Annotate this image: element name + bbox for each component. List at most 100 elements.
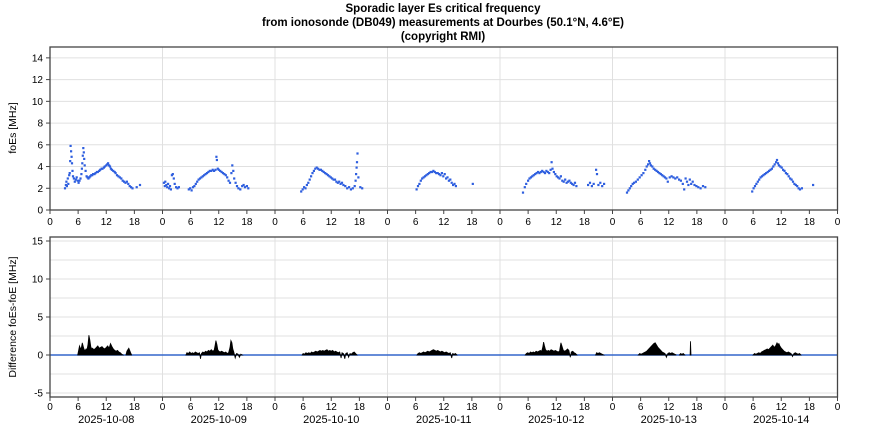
scatter-point (634, 180, 637, 183)
x-tick-label: 18 (241, 217, 253, 228)
scatter-point (592, 182, 595, 185)
scatter-point (228, 181, 232, 184)
scatter-point (684, 177, 687, 180)
difference-area (524, 342, 578, 358)
y-tick-label: -5 (34, 389, 43, 400)
x-tick-label: 6 (300, 402, 306, 413)
scatter-point (219, 169, 222, 172)
scatter-point (425, 174, 428, 177)
scatter-point (324, 172, 327, 175)
x-tick-label: 12 (101, 402, 113, 413)
scatter-point (102, 166, 105, 169)
scatter-point (233, 177, 236, 180)
scatter-point (125, 180, 128, 183)
scatter-point (552, 170, 555, 174)
scatter-point (631, 182, 634, 185)
difference-area (125, 347, 133, 356)
scatter-point (430, 170, 434, 174)
scatter-point (772, 165, 775, 168)
scatter-point (168, 187, 171, 190)
scatter-point (108, 165, 112, 168)
difference-area (185, 339, 244, 360)
x-tick-label: 18 (354, 217, 366, 228)
scatter-point (325, 173, 328, 176)
scatter-point (762, 174, 765, 177)
top-panel-foes: 0 6 12 18 0 6 12 18 0 6 12 18 0 6 12 18 0 6 12 18 0 6 12 18 0 6 12… (32, 46, 841, 228)
scatter-point (422, 176, 425, 179)
scatter-point (647, 163, 650, 166)
scatter-point (208, 169, 211, 172)
difference-area (301, 349, 358, 359)
scatter-point (167, 182, 170, 185)
x-tick-label: 0 (835, 217, 841, 228)
scatter-point (76, 179, 79, 182)
scatter-point (166, 186, 169, 189)
x-tick-label: 6 (188, 402, 194, 413)
scatter-point (628, 187, 631, 190)
scatter-point (172, 177, 175, 180)
scatter-point (701, 185, 705, 188)
date-label: 2025-10-14 (753, 414, 809, 426)
scatter-point (220, 170, 223, 174)
scatter-point (687, 183, 690, 187)
scatter-point (333, 178, 337, 181)
scatter-point (124, 181, 127, 184)
scatter-point (642, 172, 645, 175)
difference-area (752, 341, 802, 358)
date-label: 2025-10-13 (641, 414, 697, 426)
x-tick-label: 18 (804, 217, 816, 228)
scatter-point (96, 170, 99, 174)
scatter-point (426, 173, 429, 176)
x-tick-label: 12 (438, 217, 450, 228)
scatter-point (690, 182, 693, 185)
scatter-point (445, 177, 448, 180)
scatter-point (443, 173, 446, 176)
scatter-point (566, 180, 570, 183)
scatter-point (769, 168, 772, 171)
scatter-point (175, 186, 178, 189)
date-label: 2025-10-11 (416, 414, 471, 426)
scatter-point (107, 162, 110, 165)
scatter-point (99, 168, 102, 171)
scatter-point (322, 170, 325, 174)
y-tick-label: 4 (37, 162, 43, 173)
chart-title-line2: from ionosonde (DB049) measurements at D… (262, 17, 624, 29)
scatter-point (92, 173, 95, 176)
scatter-point (170, 174, 173, 177)
scatter-point (436, 172, 439, 175)
scatter-point (326, 174, 330, 177)
scatter-point (752, 187, 755, 190)
scatter-point (68, 174, 71, 177)
scatter-point (572, 183, 575, 187)
scatter-point (783, 169, 786, 172)
scatter-point (128, 185, 131, 188)
scatter-point (588, 181, 592, 184)
scatter-point (190, 189, 193, 192)
scatter-point (562, 180, 565, 183)
x-tick-label: 18 (466, 402, 478, 413)
scatter-point (85, 175, 88, 178)
scatter-point (200, 176, 203, 179)
x-tick-label: 0 (610, 402, 616, 413)
scatter-point (545, 169, 548, 172)
scatter-point (204, 173, 207, 176)
scatter-point (590, 185, 593, 188)
scatter-point (121, 179, 124, 182)
scatter-point (103, 165, 106, 168)
scatter-point (78, 179, 81, 182)
scatter-point (70, 150, 73, 153)
x-tick-label: 0 (272, 217, 278, 228)
scatter-point (242, 183, 245, 187)
scatter-point (775, 158, 779, 162)
scatter-point (756, 180, 759, 183)
scatter-point (201, 175, 204, 178)
x-tick-label: 18 (804, 402, 816, 413)
chart-title-line3: (copyright RMI) (400, 31, 486, 43)
x-tick-label: 12 (213, 217, 225, 228)
scatter-point (793, 182, 796, 185)
scatter-point (704, 186, 707, 189)
scatter-point (568, 179, 571, 182)
scatter-point (525, 182, 528, 185)
scatter-point (787, 175, 790, 178)
scatter-point (784, 172, 787, 175)
